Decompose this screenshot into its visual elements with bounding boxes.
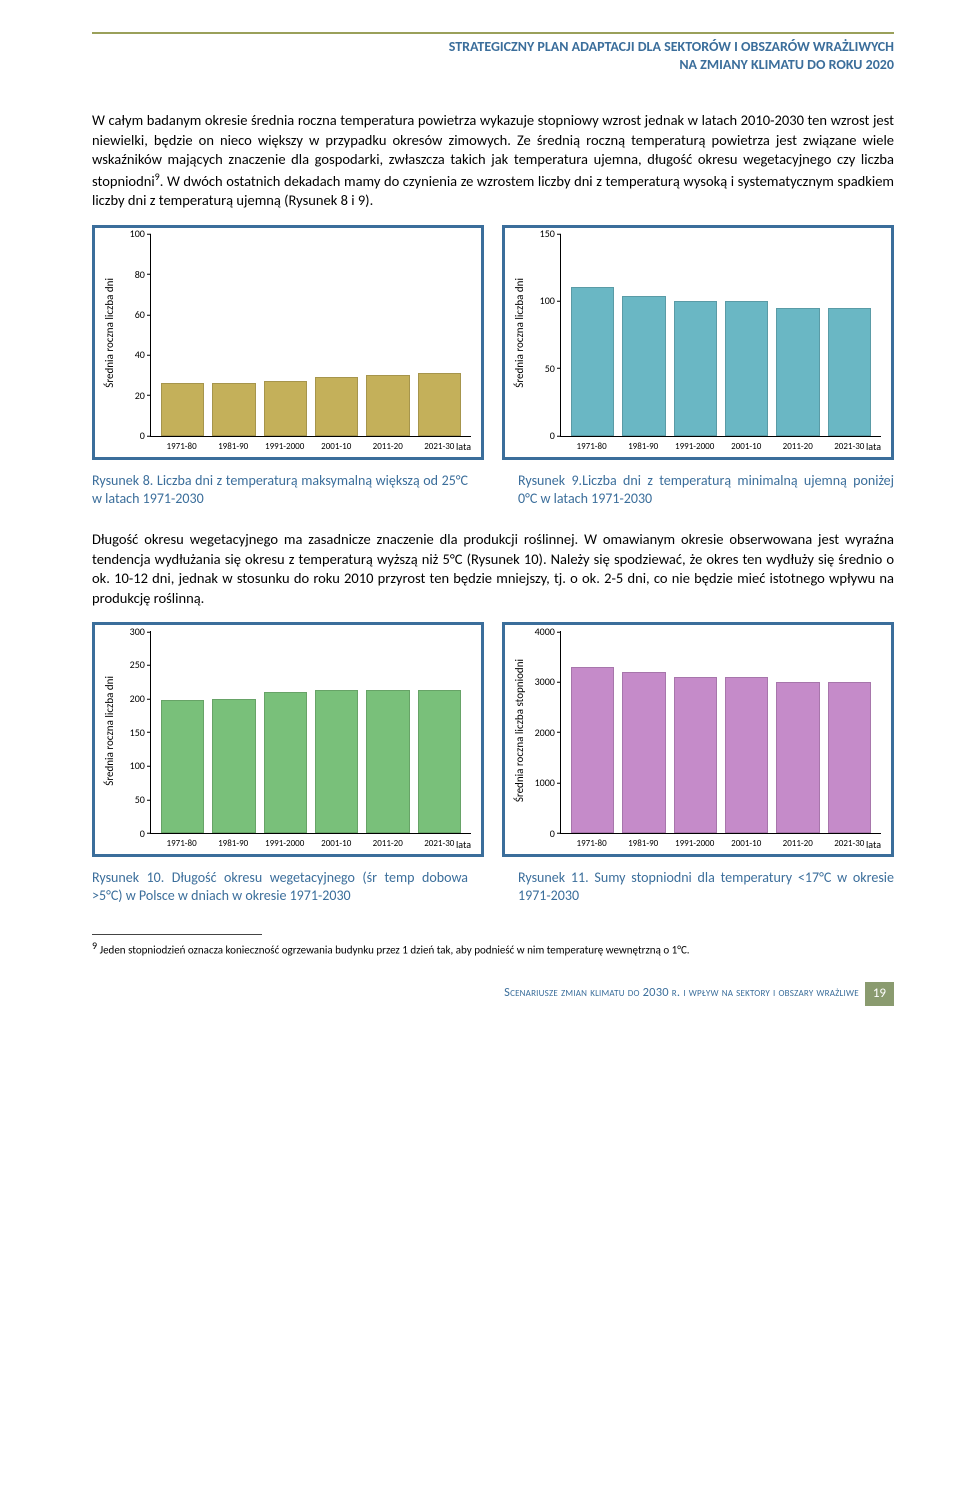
chart11-ylabel: Średnia roczna liczba stopniodni — [511, 659, 530, 802]
captions-row-1: Rysunek 8. Liczba dni z temperaturą maks… — [92, 472, 894, 508]
chart-10: Średnia roczna liczba dni 05010015020025… — [92, 622, 484, 857]
header-rule — [92, 32, 894, 34]
x-tick-label: 2011-20 — [362, 838, 414, 850]
x-tick-label: 2001-10 — [310, 441, 362, 453]
chart9-plot: 050100150 — [560, 234, 881, 437]
x-tick-label: 1971-80 — [566, 441, 618, 453]
x-tick-label: 2001-10 — [720, 838, 772, 850]
chart-bar — [418, 373, 461, 436]
x-tick-label: 2011-20 — [362, 441, 414, 453]
para1-b: . W dwóch ostatnich dekadach mamy do czy… — [92, 172, 894, 210]
paragraph-1: W całym badanym okresie średnia roczna t… — [92, 111, 894, 211]
x-tick-label: 1981-90 — [207, 441, 259, 453]
caption-11: Rysunek 11. Sumy stopniodni dla temperat… — [518, 869, 894, 905]
captions-row-2: Rysunek 10. Długość okresu wegetacyjnego… — [92, 869, 894, 905]
chart-bar — [776, 308, 819, 436]
x-tick-label: 1981-90 — [617, 441, 669, 453]
x-tick-label: 1981-90 — [207, 838, 259, 850]
chart11-xaxis-label: lata — [866, 838, 881, 852]
chart-bar — [674, 677, 717, 833]
caption-9: Rysunek 9.Liczba dni z temperaturą minim… — [518, 472, 894, 508]
chart-bar — [828, 682, 871, 833]
chart-9: Średnia roczna liczba dni 050100150 1971… — [502, 225, 894, 460]
x-tick-label: 2011-20 — [772, 441, 824, 453]
footer: Scenariusze zmian klimatu do 2030 r. i w… — [92, 982, 894, 1006]
x-tick-label: 1971-80 — [156, 838, 208, 850]
chart8-xlabels: 1971-801981-901991-20002001-102011-20202… — [150, 439, 471, 453]
caption-10: Rysunek 10. Długość okresu wegetacyjnego… — [92, 869, 468, 905]
x-tick-label: 1971-80 — [156, 441, 208, 453]
chart-bar — [366, 690, 409, 833]
chart10-xlabels: 1971-801981-901991-20002001-102011-20202… — [150, 836, 471, 850]
header-line2: NA ZMIANY KLIMATU DO ROKU 2020 — [92, 56, 894, 74]
header-title: STRATEGICZNY PLAN ADAPTACJI DLA SEKTORÓW… — [92, 38, 894, 73]
header-line1: STRATEGICZNY PLAN ADAPTACJI DLA SEKTORÓW… — [92, 38, 894, 56]
chart-bar — [622, 296, 665, 436]
chart-bar — [212, 699, 255, 834]
chart-11: Średnia roczna liczba stopniodni 0100020… — [502, 622, 894, 857]
x-tick-label: 2011-20 — [772, 838, 824, 850]
chart9-ylabel: Średnia roczna liczba dni — [511, 278, 530, 388]
chart-bar — [725, 301, 768, 436]
chart-bar — [571, 287, 614, 435]
chart8-ylabel: Średnia roczna liczba dni — [101, 278, 120, 388]
chart9-xlabels: 1971-801981-901991-20002001-102011-20202… — [560, 439, 881, 453]
x-tick-label: 1991-2000 — [669, 441, 721, 453]
x-tick-label: 2001-10 — [720, 441, 772, 453]
chart-bar — [674, 301, 717, 436]
x-tick-label: 1981-90 — [617, 838, 669, 850]
chart-bar — [776, 682, 819, 833]
chart10-plot: 050100150200250300 — [150, 631, 471, 834]
chart-bar — [725, 677, 768, 833]
chart-bar — [571, 667, 614, 834]
footer-text: Scenariusze zmian klimatu do 2030 r. i w… — [504, 985, 859, 1002]
chart-bar — [315, 377, 358, 436]
x-tick-label: 1991-2000 — [669, 838, 721, 850]
chart-bar — [315, 690, 358, 833]
x-tick-label: 1991-2000 — [259, 441, 311, 453]
chart-bar — [264, 381, 307, 436]
chart-bar — [161, 383, 204, 435]
x-tick-label: 1971-80 — [566, 838, 618, 850]
page-number: 19 — [865, 982, 894, 1006]
chart11-xlabels: 1971-801981-901991-20002001-102011-20202… — [560, 836, 881, 850]
x-tick-label: 2001-10 — [310, 838, 362, 850]
x-tick-label: 1991-2000 — [259, 838, 311, 850]
chart-bar — [264, 692, 307, 833]
paragraph-2: Długość okresu wegetacyjnego ma zasadnic… — [92, 530, 894, 608]
chart9-xaxis-label: lata — [866, 440, 881, 454]
chart10-ylabel: Średnia roczna liczba dni — [101, 676, 120, 786]
charts-row-2: Średnia roczna liczba dni 05010015020025… — [92, 622, 894, 857]
chart8-plot: 020406080100 — [150, 234, 471, 437]
chart-bar — [418, 690, 461, 833]
chart10-xaxis-label: lata — [456, 838, 471, 852]
chart-bar — [212, 383, 255, 435]
charts-row-1: Średnia roczna liczba dni 020406080100 1… — [92, 225, 894, 460]
caption-8: Rysunek 8. Liczba dni z temperaturą maks… — [92, 472, 468, 508]
chart8-xaxis-label: lata — [456, 440, 471, 454]
footnote-text: Jeden stopniodzień oznacza konieczność o… — [97, 943, 690, 956]
chart-bar — [828, 308, 871, 436]
footnote-rule — [92, 934, 262, 935]
chart-bar — [622, 672, 665, 833]
footnote: 9 Jeden stopniodzień oznacza konieczność… — [92, 939, 894, 959]
chart-bar — [366, 375, 409, 436]
chart-8: Średnia roczna liczba dni 020406080100 1… — [92, 225, 484, 460]
chart11-plot: 01000200030004000 — [560, 631, 881, 834]
chart-bar — [161, 700, 204, 833]
